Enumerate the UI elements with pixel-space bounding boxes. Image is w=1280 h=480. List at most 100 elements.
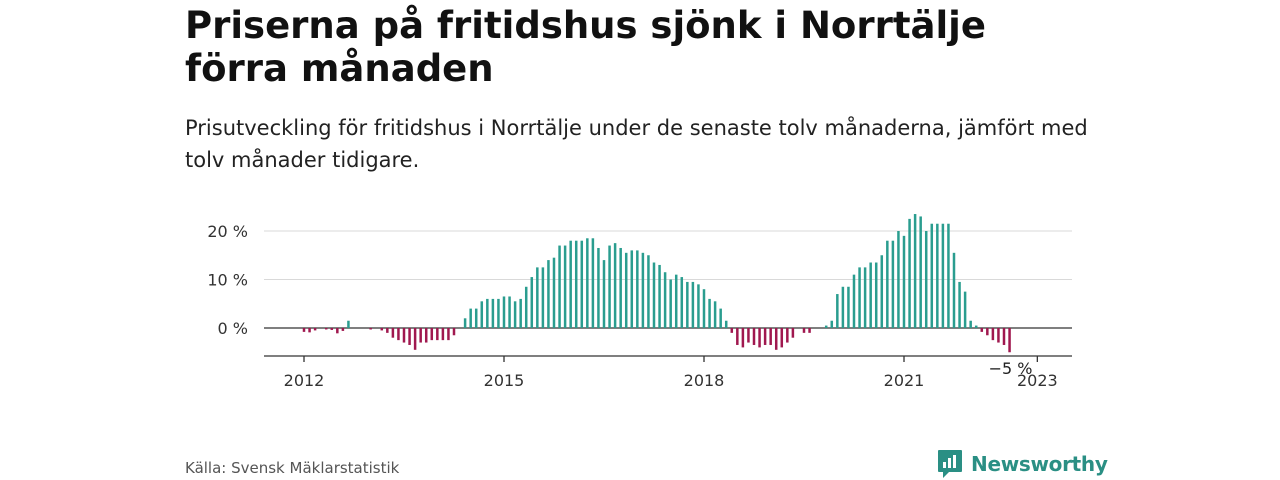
bar — [436, 328, 439, 341]
bar — [991, 328, 995, 341]
bar — [469, 308, 472, 328]
bar — [480, 301, 484, 328]
bar — [652, 262, 656, 328]
bar — [958, 281, 961, 328]
bar — [413, 328, 417, 350]
bar — [763, 328, 767, 345]
bar — [1008, 328, 1011, 353]
bar — [741, 328, 745, 348]
bar — [730, 328, 734, 333]
bar — [736, 328, 739, 345]
bar — [663, 272, 667, 328]
bar — [802, 328, 806, 333]
y-tick-label: 10 % — [207, 271, 248, 290]
bar — [452, 328, 456, 336]
bar — [613, 243, 617, 329]
bar — [369, 328, 372, 330]
bar — [708, 298, 711, 328]
bar — [769, 328, 772, 345]
bar — [502, 296, 506, 328]
source-note: Källa: Svensk Mäklarstatistik — [185, 459, 400, 477]
y-tick-label: 0 % — [218, 319, 248, 338]
bar — [997, 328, 1000, 343]
bar — [580, 240, 584, 328]
x-tick-label: 2021 — [884, 371, 925, 390]
bar — [858, 267, 861, 328]
bar — [719, 308, 722, 328]
bar — [897, 231, 900, 328]
x-tick-label: 2012 — [284, 371, 325, 390]
bar — [852, 274, 856, 328]
bar — [402, 328, 406, 343]
bar — [547, 260, 550, 328]
bar — [308, 328, 311, 333]
bar — [552, 257, 556, 328]
bar — [963, 291, 967, 329]
bar — [747, 328, 750, 343]
bar — [441, 328, 445, 341]
bar — [530, 277, 534, 328]
bar — [924, 231, 928, 328]
bar — [641, 252, 645, 328]
bar — [880, 255, 884, 328]
bar — [563, 245, 567, 328]
bar — [330, 328, 334, 330]
bar — [513, 301, 517, 328]
bar — [486, 298, 489, 328]
bar — [536, 267, 539, 328]
bar — [674, 274, 678, 328]
bar — [336, 328, 339, 334]
bar — [824, 325, 828, 328]
bar — [558, 245, 561, 328]
bar — [380, 328, 384, 331]
bar — [952, 252, 956, 328]
bar — [702, 289, 706, 328]
bar — [519, 298, 522, 328]
brand-logo[interactable]: Newsworthy — [937, 449, 1108, 479]
bar — [619, 247, 622, 328]
bar — [491, 298, 495, 328]
bar — [930, 223, 934, 328]
bar — [608, 245, 611, 328]
bar — [758, 328, 761, 348]
bar — [786, 328, 789, 343]
bar — [913, 214, 917, 328]
bar — [863, 267, 867, 328]
newsworthy-logo-icon — [938, 450, 962, 478]
chart-subtitle: Prisutveckling för fritidshus i Norrtälj… — [185, 116, 1088, 172]
bar — [313, 328, 317, 331]
bar — [474, 308, 478, 328]
bar — [586, 238, 589, 328]
bar — [869, 262, 872, 328]
bar — [302, 328, 306, 332]
bar — [791, 328, 795, 338]
bar — [497, 298, 500, 328]
bar — [463, 318, 467, 328]
bar — [808, 328, 811, 333]
bar — [541, 267, 545, 328]
x-tick-label: 2018 — [684, 371, 725, 390]
bar — [341, 328, 345, 331]
axis-layer: 0 % 10 % 20 % 2012 2015 2018 2021 2023−5 % — [207, 222, 1072, 390]
bar — [836, 294, 839, 328]
bar — [902, 235, 906, 328]
bar — [974, 325, 978, 328]
bar — [347, 320, 350, 328]
x-tick-label: 2015 — [484, 371, 525, 390]
grid-layer — [264, 230, 1072, 329]
last-value-label: −5 % — [989, 359, 1033, 378]
bar — [447, 328, 450, 341]
bar — [386, 328, 389, 333]
bar — [919, 216, 922, 328]
bar — [669, 279, 672, 328]
bar — [419, 328, 422, 343]
bar — [830, 320, 834, 328]
bar — [841, 286, 845, 328]
bar — [724, 320, 728, 328]
bar — [986, 328, 989, 336]
bar — [713, 301, 717, 328]
chart-title: Priserna på fritidshus sjönk i Norrtälje… — [185, 4, 986, 90]
bar — [508, 296, 511, 328]
bar — [1002, 328, 1006, 345]
bar — [647, 255, 650, 328]
